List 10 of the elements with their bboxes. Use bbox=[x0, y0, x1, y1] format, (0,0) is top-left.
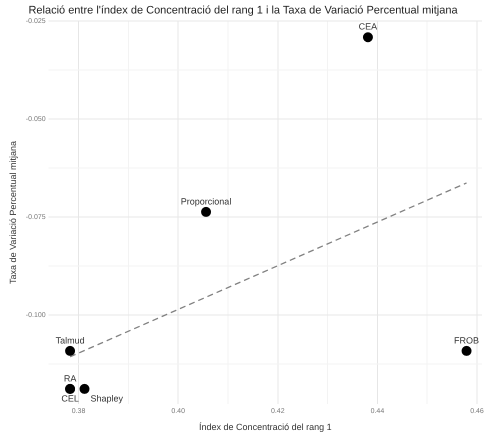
y-axis-title: Taxa de Variació Percentual mitjana bbox=[8, 141, 18, 284]
annotation: Talmud bbox=[56, 335, 85, 346]
annotation: FROB bbox=[454, 335, 480, 346]
annotation: CEA bbox=[358, 22, 378, 32]
annotation: Shapley bbox=[90, 393, 124, 404]
x-axis-title: Índex de Concentració del rang 1 bbox=[199, 422, 332, 432]
annotation: CEL bbox=[61, 393, 79, 404]
annotation: Proporcional bbox=[180, 196, 232, 206]
chart-title: Relació entre l'índex de Concentració del rang 1 i la Taxa de Variació Percentual mitjana bbox=[28, 4, 458, 17]
annotation: RA bbox=[64, 373, 76, 384]
